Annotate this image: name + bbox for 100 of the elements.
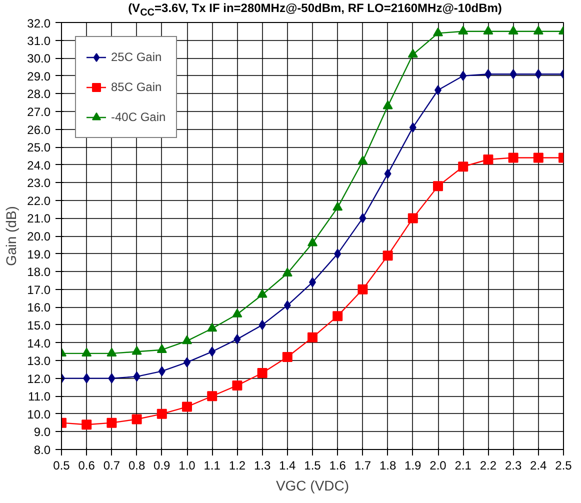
point: [82, 348, 92, 357]
y-axis-title: Gain (dB): [3, 206, 20, 266]
point: [308, 237, 318, 246]
point: [483, 26, 494, 34]
point: [182, 402, 192, 412]
y-tick-label: 23.0: [27, 176, 51, 190]
point: [358, 156, 368, 164]
point: [433, 181, 443, 192]
x-tick-label: 1.5: [304, 458, 322, 472]
point: [232, 308, 242, 318]
point: [207, 391, 218, 402]
point: [508, 152, 518, 163]
x-tick-label: 2.2: [480, 458, 497, 472]
x-tick-label: 1.3: [254, 458, 271, 472]
point: [156, 408, 167, 419]
y-tick-label: 13.0: [27, 354, 51, 368]
point: [384, 168, 392, 179]
point: [257, 368, 268, 378]
point: [234, 334, 241, 344]
point: [533, 152, 544, 163]
x-tick-label: 1.4: [279, 458, 296, 472]
point: [132, 414, 142, 424]
point: [334, 248, 342, 259]
point: [358, 284, 368, 294]
y-tick-label: 15.0: [27, 318, 51, 332]
point: [108, 373, 116, 384]
point: [458, 26, 468, 34]
point: [382, 100, 393, 110]
y-tick-label: 8.0: [34, 443, 51, 457]
point: [409, 122, 416, 132]
y-tick-label: 18.0: [27, 265, 51, 280]
legend-label: 25C Gain: [111, 50, 162, 64]
x-tick-label: 1.1: [204, 458, 221, 472]
point: [483, 154, 494, 164]
y-tick-label: 25.0: [27, 140, 51, 155]
point: [132, 346, 142, 355]
point: [282, 268, 292, 276]
y-tick-label: 14.0: [27, 336, 51, 350]
point: [308, 332, 318, 342]
point: [508, 26, 518, 34]
point: [408, 213, 418, 224]
y-tick-label: 11.0: [28, 390, 51, 404]
y-tick-label: 32.0: [27, 16, 51, 30]
x-tick-label: 2.4: [530, 458, 548, 472]
y-tick-label: 12.0: [27, 372, 51, 386]
point: [207, 322, 218, 332]
point: [458, 162, 468, 172]
y-tick-label: 17.0: [27, 282, 51, 297]
point: [484, 69, 492, 80]
point: [156, 344, 167, 353]
point: [133, 372, 140, 382]
x-tick-label: 1.8: [379, 458, 396, 472]
y-tick-label: 19.0: [27, 247, 51, 262]
point: [332, 311, 343, 322]
point: [258, 320, 266, 330]
point: [359, 213, 366, 224]
x-tick-label: 1.7: [354, 458, 372, 472]
point: [282, 352, 292, 362]
x-tick-label: 0.7: [103, 458, 120, 472]
point: [106, 348, 117, 357]
y-tick-label: 26.0: [27, 122, 51, 137]
point: [332, 202, 343, 211]
y-tick-label: 27.0: [27, 104, 51, 119]
y-tick-label: 24.0: [27, 158, 51, 172]
y-tick-label: 21.0: [27, 212, 51, 226]
point: [158, 366, 166, 376]
legend-label: 85C Gain: [111, 80, 162, 94]
point: [533, 26, 544, 34]
point: [257, 289, 268, 298]
point: [382, 250, 393, 261]
y-tick-label: 10.0: [27, 407, 51, 422]
y-tick-label: 16.0: [27, 300, 51, 315]
point: [106, 418, 117, 428]
x-tick-label: 0.6: [78, 458, 96, 472]
point: [83, 373, 90, 384]
chart-title: (V$_{CC}$=3.6V, Tx IF in=280MHz@-50dBm, RF LO=2160MHz@-10dBm): [127, 1, 503, 18]
y-tick-label: 9.0: [34, 425, 51, 440]
point: [208, 346, 216, 357]
x-axis-title: VGC (VDC): [276, 478, 350, 494]
x-tick-label: 2.3: [504, 458, 522, 472]
point: [232, 380, 242, 390]
point: [182, 335, 192, 344]
legend-label: -40C Gain: [111, 110, 166, 124]
x-tick-label: 2.5: [555, 458, 572, 472]
x-tick-label: 2.0: [430, 458, 447, 472]
point: [510, 69, 517, 80]
x-tick-label: 0.8: [128, 458, 146, 472]
point: [408, 48, 418, 58]
y-tick-label: 28.0: [27, 87, 51, 102]
x-tick-label: 1.2: [228, 458, 246, 472]
y-tick-label: 20.0: [27, 230, 51, 244]
point: [534, 69, 542, 80]
y-tick-label: 31.0: [27, 34, 51, 48]
x-tick-label: 0.5: [53, 458, 70, 472]
y-tick-label: 29.0: [27, 69, 51, 84]
point: [460, 70, 467, 81]
x-tick-label: 1.9: [404, 458, 422, 472]
point: [82, 420, 92, 430]
y-tick-label: 22.0: [27, 194, 51, 208]
y-tick-label: 30.0: [27, 52, 51, 66]
